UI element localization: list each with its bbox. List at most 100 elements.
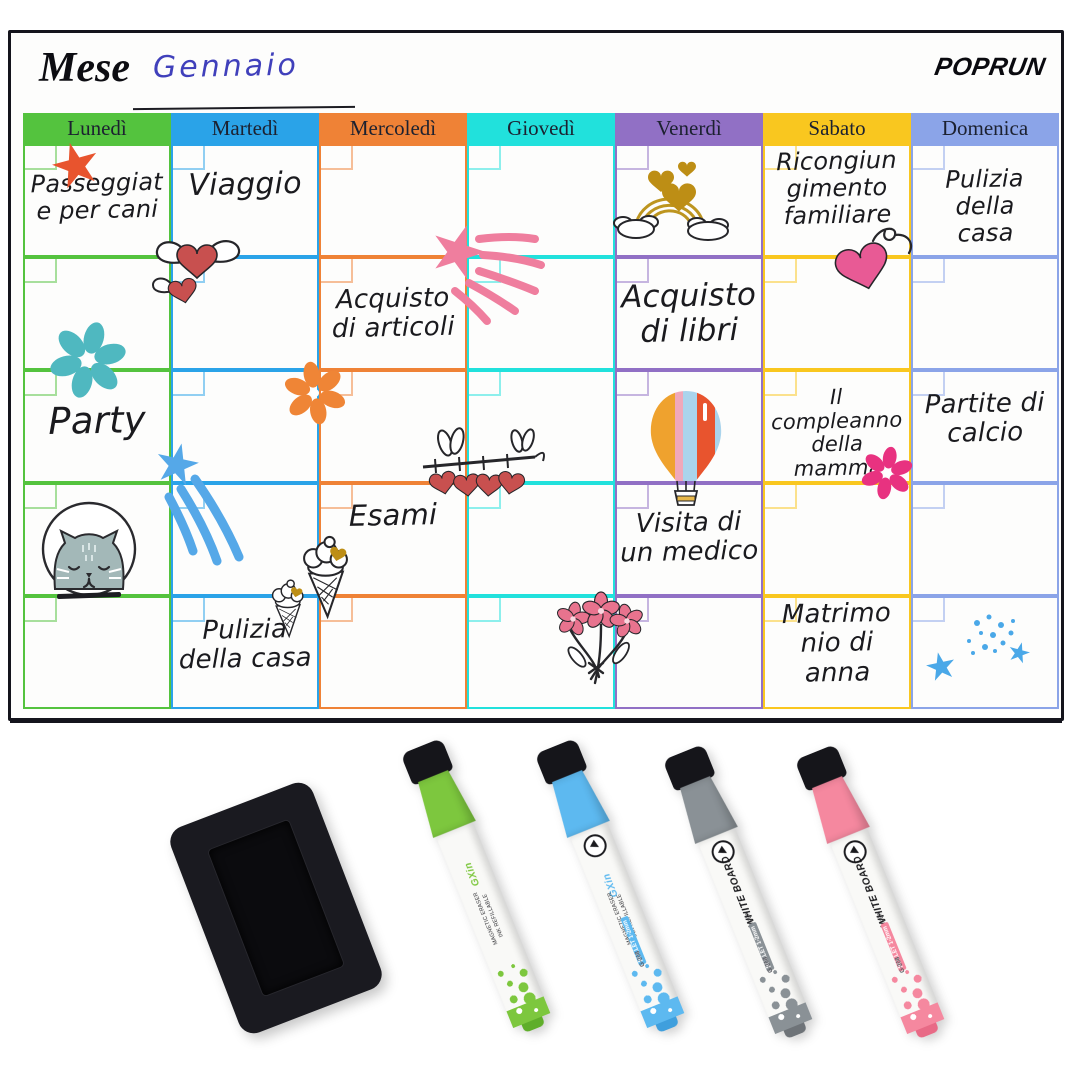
day-header-row: Lunedì Martedì Mercoledì Giovedì Venerdì Saba…: [23, 113, 1059, 144]
marker-cap: [546, 768, 610, 838]
marker-cap: [412, 768, 476, 838]
calendar-cell-r1c5: [615, 144, 763, 257]
marker-foot: [900, 1002, 945, 1034]
day-label: Venerdì: [656, 116, 722, 140]
green-marker: GXin MAGNETIC ERASER INK REFILLABLE: [400, 737, 557, 1037]
entry-text: Pulizia della casa: [178, 614, 313, 676]
calendar-cell-r4c2: [171, 483, 319, 596]
marker-eraser-cap: [400, 737, 455, 787]
date-box: [173, 259, 205, 283]
calendar-cell-r3c1: Party: [23, 370, 171, 483]
date-box: [913, 146, 945, 170]
entry-text: Esami: [348, 497, 438, 533]
date-box: [321, 598, 353, 622]
entry-text: Visita di un medico: [619, 506, 759, 569]
marker-tip: [783, 1022, 808, 1040]
calendar-cell-r1c7: Pulizia della casa: [911, 144, 1059, 257]
calendar-cell-r3c5: [615, 370, 763, 483]
day-header-4: Giovedì: [467, 113, 615, 144]
day-header-7: Domenica: [911, 113, 1059, 144]
date-box: [617, 598, 649, 622]
day-label: Giovedì: [507, 116, 575, 140]
calendar-cell-r5c1: [23, 596, 171, 709]
brand-logo: POPRUN: [932, 53, 1048, 81]
calendar-cell-r5c2: Pulizia della casa: [171, 596, 319, 709]
eraser-magnet-pad: [207, 819, 345, 997]
pink-marker: WHITE BOARD MARKER BULLET 1-2mm G-208: [794, 743, 951, 1043]
marker-brand-text: WHITE BOARD: [851, 853, 891, 929]
marker-dots-pattern: [884, 963, 938, 1018]
day-header-5: Venerdì: [615, 113, 763, 144]
marker-tip-icon: [580, 830, 611, 861]
calendar-cell-r5c6: Matrimo nio di anna: [763, 596, 911, 709]
marker-model: G-208: [894, 955, 907, 974]
entry-text: Acquisto di articoli: [331, 282, 456, 345]
month-value-handwritten: Gennaio: [152, 47, 300, 86]
calendar-cell-r2c7: [911, 257, 1059, 370]
calendar-cell-r3c7: Partite di calcio: [911, 370, 1059, 483]
day-header-2: Martedì: [171, 113, 319, 144]
date-box: [173, 598, 205, 622]
marker-model: G-208: [762, 955, 775, 974]
date-box: [617, 146, 649, 170]
marker-brand-text: WHITE BOARD: [719, 853, 759, 929]
marker-eraser-cap: [794, 743, 849, 793]
calendar-cell-r5c3: [319, 596, 467, 709]
calendar-cell-r2c4: [467, 257, 615, 370]
month-label: Mese: [39, 45, 130, 91]
calendar-cell-r4c6: [763, 483, 911, 596]
marker-barrel: GXin MAGNETIC ERASER INK REFILLABLE BULLET…: [569, 821, 685, 1028]
date-box: [173, 146, 205, 170]
marker-small-text: MAGNETIC ERASER INK REFILLABLE: [606, 890, 639, 946]
marker-label: WHITE BOARD MARKER BULLET 1-2mm G-208: [830, 828, 922, 978]
marker-badge: BULLET 1-2mm: [620, 915, 647, 966]
calendar-cell-r2c1: [23, 257, 171, 370]
calendar-cell-r4c1: [23, 483, 171, 596]
calendar-cell-r1c3: [319, 144, 467, 257]
date-box: [173, 372, 205, 396]
date-box: [765, 259, 797, 283]
marker-foot: [640, 996, 685, 1028]
marker-barrel: WHITE BOARD MARKER BULLET 1-2mm G-208: [829, 827, 945, 1034]
whiteboard-planner: Mese Gennaio POPRUN Lunedì Martedì Mercole…: [8, 30, 1064, 721]
marker-model: G-208: [634, 949, 647, 968]
calendar-cell-r3c4: [467, 370, 615, 483]
marker-tip-icon: [840, 836, 871, 867]
date-box: [469, 372, 501, 396]
calendar-cell-r5c4: [467, 596, 615, 709]
marker-foot: [768, 1002, 813, 1034]
calendar-cell-r2c6: [763, 257, 911, 370]
date-box: [617, 372, 649, 396]
date-box: [469, 485, 501, 509]
calendar-cell-r5c7: [911, 596, 1059, 709]
day-header-1: Lunedì: [23, 113, 171, 144]
marker-brand-text: GXin: [601, 871, 621, 899]
day-label: Sabato: [808, 116, 866, 140]
calendar-cell-r1c1: Passeggiat e per cani: [23, 144, 171, 257]
entry-text: Passeggiat e per cani: [30, 167, 164, 226]
marker-label: WHITE BOARD MARKER BULLET 1-2mm G-208: [698, 828, 790, 978]
calendar-cell-r3c6: Il compleanno della mamma: [763, 370, 911, 483]
date-box: [765, 485, 797, 509]
entry-text: Party: [47, 397, 147, 444]
entry-text: Ricongiun gimento familiare: [775, 145, 897, 231]
marker-cap: [674, 774, 738, 844]
calendar-cell-r4c3: Esami: [319, 483, 467, 596]
marker-label: GXin MAGNETIC ERASER INK REFILLABLE: [436, 822, 528, 972]
date-box: [321, 259, 353, 283]
date-box: [765, 372, 797, 396]
calendar-cell-r1c2: Viaggio: [171, 144, 319, 257]
calendar-cell-r3c2: [171, 370, 319, 483]
day-label: Martedì: [211, 116, 279, 140]
gray-marker: WHITE BOARD MARKER BULLET 1-2mm G-208: [662, 743, 819, 1043]
marker-eraser-cap: [534, 737, 589, 787]
marker-badge: BULLET 1-2mm: [880, 921, 907, 972]
marker-tip-icon: [708, 836, 739, 867]
date-box: [321, 485, 353, 509]
marker-label: GXin MAGNETIC ERASER INK REFILLABLE BULLET…: [570, 822, 662, 972]
date-box: [321, 372, 353, 396]
date-box: [321, 146, 353, 170]
marker-small-text: MAGNETIC ERASER INK REFILLABLE: [472, 890, 505, 946]
marker-small-text: MARKER: [744, 909, 759, 936]
date-box: [765, 146, 797, 170]
